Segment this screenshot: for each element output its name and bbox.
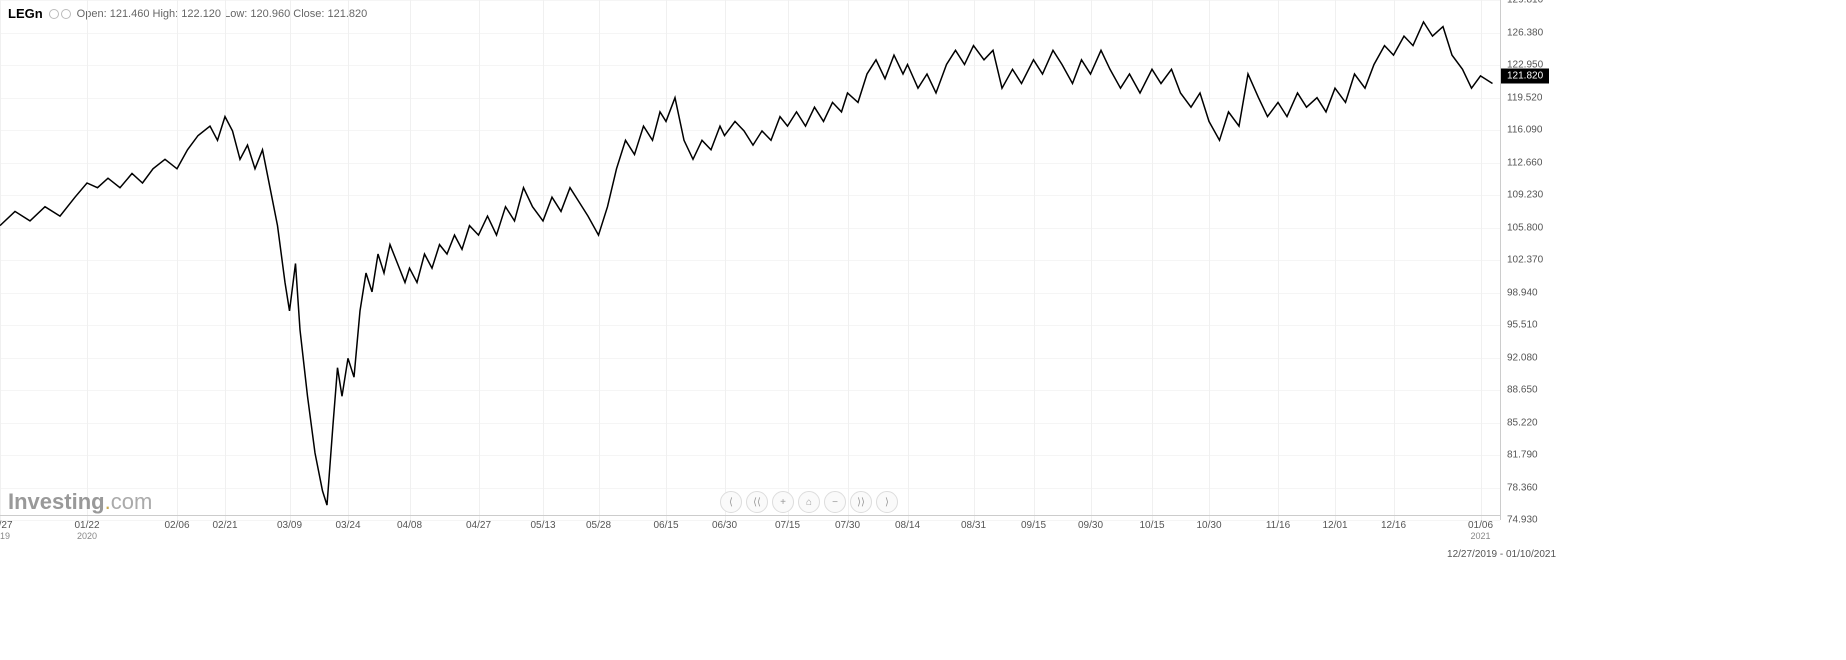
x-axis: 12/272019 01/222020 02/06 02/21 03/09 03/24 04…	[0, 515, 1500, 545]
chart-nav-button[interactable]: ⟩⟩	[850, 491, 872, 513]
price-line-chart	[0, 0, 1500, 520]
y-tick-label: 92.080	[1507, 352, 1538, 363]
x-tick-label: 08/14	[895, 520, 920, 531]
chart-nav-button[interactable]: +	[772, 491, 794, 513]
x-tick-label: 09/30	[1078, 520, 1103, 531]
y-tick-label: 88.650	[1507, 385, 1538, 396]
chart-nav-button[interactable]: ⌂	[798, 491, 820, 513]
x-tick-label: 06/30	[712, 520, 737, 531]
y-tick-label: 126.380	[1507, 27, 1543, 38]
x-tick-label: 07/15	[775, 520, 800, 531]
x-tick-label: 04/27	[466, 520, 491, 531]
chart-nav-controls[interactable]: ⟨⟨⟨+⌂−⟩⟩⟩	[720, 491, 898, 513]
x-tick-label: 01/062021	[1468, 520, 1493, 542]
investing-logo: Investing.com	[8, 489, 152, 515]
y-tick-label: 105.800	[1507, 222, 1543, 233]
y-tick-label: 95.510	[1507, 320, 1538, 331]
y-tick-label: 102.370	[1507, 255, 1543, 266]
x-tick-label: 02/06	[164, 520, 189, 531]
y-tick-label: 74.930	[1507, 515, 1538, 526]
x-tick-label: 04/08	[397, 520, 422, 531]
x-tick-label: 11/16	[1266, 520, 1290, 531]
x-tick-label: 02/21	[212, 520, 237, 531]
x-tick-label: 10/15	[1139, 520, 1164, 531]
y-tick-label: 81.790	[1507, 450, 1538, 461]
y-tick-label: 98.940	[1507, 287, 1538, 298]
x-tick-label: 06/15	[653, 520, 678, 531]
x-tick-label: 12/16	[1381, 520, 1406, 531]
y-axis: 121.820 129.810126.380122.950119.520116.…	[1500, 0, 1560, 520]
chart-nav-button[interactable]: ⟨	[720, 491, 742, 513]
x-tick-label: 01/222020	[74, 520, 99, 542]
y-tick-label: 122.950	[1507, 60, 1543, 71]
x-tick-label: 09/15	[1021, 520, 1046, 531]
y-tick-label: 116.090	[1507, 125, 1542, 136]
x-tick-label: 03/24	[335, 520, 360, 531]
y-tick-label: 85.220	[1507, 417, 1538, 428]
y-tick-label: 78.360	[1507, 482, 1538, 493]
x-tick-label: 10/30	[1196, 520, 1221, 531]
y-tick-label: 109.230	[1507, 190, 1543, 201]
x-tick-label: 07/30	[835, 520, 860, 531]
x-tick-label: 08/31	[961, 520, 986, 531]
date-range-label: 12/27/2019 - 01/10/2021	[1447, 549, 1556, 560]
chart-nav-button[interactable]: ⟩	[876, 491, 898, 513]
y-tick-label: 112.660	[1507, 157, 1542, 168]
x-tick-label: 05/13	[530, 520, 555, 531]
x-tick-label: 12/01	[1322, 520, 1347, 531]
x-tick-label: 03/09	[277, 520, 302, 531]
chart-plot-area[interactable]	[0, 0, 1500, 520]
chart-nav-button[interactable]: −	[824, 491, 846, 513]
x-tick-label: 12/272019	[0, 520, 13, 542]
y-tick-label: 129.810	[1507, 0, 1543, 6]
x-tick-label: 05/28	[586, 520, 611, 531]
chart-nav-button[interactable]: ⟨⟨	[746, 491, 768, 513]
y-tick-label: 119.520	[1507, 92, 1542, 103]
